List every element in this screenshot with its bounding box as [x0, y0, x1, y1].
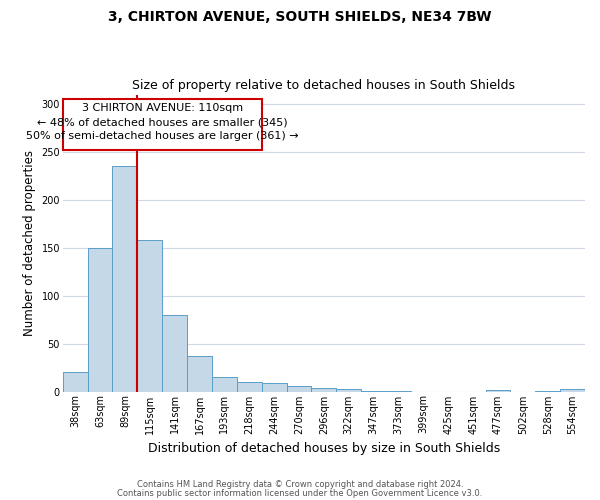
Y-axis label: Number of detached properties: Number of detached properties	[23, 150, 36, 336]
X-axis label: Distribution of detached houses by size in South Shields: Distribution of detached houses by size …	[148, 442, 500, 455]
Bar	[112, 166, 137, 392]
Bar	[63, 372, 88, 392]
Bar	[137, 240, 162, 392]
Bar	[311, 388, 337, 392]
Text: Contains HM Land Registry data © Crown copyright and database right 2024.: Contains HM Land Registry data © Crown c…	[137, 480, 463, 489]
Title: Size of property relative to detached houses in South Shields: Size of property relative to detached ho…	[133, 79, 515, 92]
Bar	[88, 248, 112, 392]
FancyBboxPatch shape	[63, 100, 262, 150]
Text: ← 48% of detached houses are smaller (345): ← 48% of detached houses are smaller (34…	[37, 117, 287, 127]
Bar	[485, 390, 511, 392]
Text: 50% of semi-detached houses are larger (361) →: 50% of semi-detached houses are larger (…	[26, 131, 299, 141]
Text: 3, CHIRTON AVENUE, SOUTH SHIELDS, NE34 7BW: 3, CHIRTON AVENUE, SOUTH SHIELDS, NE34 7…	[108, 10, 492, 24]
Bar	[162, 315, 187, 392]
Bar	[262, 383, 287, 392]
Bar	[212, 377, 237, 392]
Text: 3 CHIRTON AVENUE: 110sqm: 3 CHIRTON AVENUE: 110sqm	[82, 103, 243, 113]
Bar	[237, 382, 262, 392]
Bar	[560, 388, 585, 392]
Bar	[535, 390, 560, 392]
Bar	[361, 390, 386, 392]
Bar	[386, 390, 411, 392]
Bar	[187, 356, 212, 392]
Bar	[287, 386, 311, 392]
Bar	[337, 388, 361, 392]
Text: Contains public sector information licensed under the Open Government Licence v3: Contains public sector information licen…	[118, 488, 482, 498]
